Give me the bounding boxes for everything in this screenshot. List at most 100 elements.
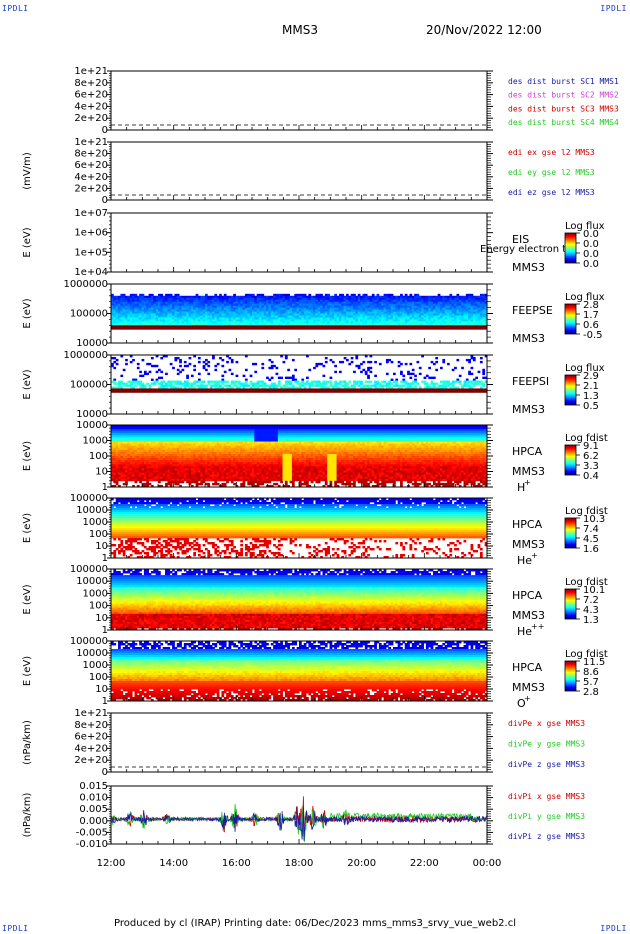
heatmap-cell	[301, 295, 305, 299]
heatmap-cell	[240, 305, 243, 308]
heatmap-cell	[268, 325, 272, 328]
heatmap-cell	[367, 376, 370, 379]
heatmap-cell	[423, 382, 427, 385]
heatmap-cell	[162, 305, 166, 308]
heatmap-cell	[132, 325, 135, 328]
heatmap-cell	[155, 311, 159, 314]
heatmap-cell	[183, 297, 187, 301]
heatmap-cell	[230, 303, 234, 307]
heatmap-cell	[338, 382, 342, 385]
heatmap-cell	[273, 297, 276, 301]
heatmap-cell	[207, 323, 211, 326]
heatmap-cell	[374, 327, 377, 330]
heatmap-cell	[115, 301, 119, 305]
heatmap-cell	[158, 309, 161, 312]
colorbar-scale	[564, 374, 577, 406]
heatmap-cell	[249, 297, 253, 301]
heatmap-cell	[299, 299, 302, 303]
heatmap-cell	[127, 297, 131, 301]
heatmap-cell	[240, 299, 243, 303]
heatmap-cell	[193, 325, 196, 328]
heatmap-cell	[414, 374, 417, 378]
heatmap-cell	[125, 309, 128, 312]
heatmap-cell	[179, 390, 182, 393]
heatmap-cell	[247, 307, 251, 310]
heatmap-cell	[291, 311, 295, 314]
heatmap-cell	[113, 356, 117, 360]
heatmap-cell	[113, 480, 117, 484]
heatmap-cell	[263, 315, 267, 318]
heatmap-cell	[282, 321, 286, 324]
y-tick-label: 1000000	[63, 350, 108, 361]
heatmap-cell	[409, 390, 413, 393]
heatmap-cell	[141, 327, 145, 330]
heatmap-cell	[216, 362, 220, 366]
heatmap-cell	[143, 319, 147, 322]
heatmap-cell	[167, 315, 171, 318]
colorbar-tick-label: -0.5	[583, 330, 603, 341]
heatmap-cell	[226, 297, 229, 301]
heatmap-cell	[181, 319, 185, 322]
heatmap-cell	[129, 307, 133, 310]
heatmap-cell	[242, 317, 246, 320]
heatmap-cell	[188, 325, 192, 328]
legend-entry: des dist burst SC2 MMS2	[508, 91, 619, 100]
heatmap-cell	[127, 313, 131, 316]
heatmap-cell	[202, 390, 206, 393]
heatmap-cell	[310, 307, 314, 310]
heatmap-cell	[395, 390, 399, 393]
heatmap-cell	[277, 327, 281, 330]
heatmap-cell	[435, 368, 439, 372]
heatmap-cell	[162, 299, 166, 303]
heatmap-cell	[160, 390, 164, 393]
heatmap-cell	[259, 307, 262, 310]
heatmap-cell	[150, 319, 154, 322]
heatmap-cell	[115, 327, 119, 330]
heatmap-cell	[259, 380, 262, 383]
heatmap-cell	[146, 295, 149, 299]
heatmap-cell	[237, 299, 241, 303]
heatmap-cell	[266, 313, 269, 316]
heatmap-cell	[254, 301, 258, 305]
heatmap-cell	[113, 319, 117, 322]
heatmap-cell	[233, 313, 236, 316]
heatmap-cell	[261, 315, 265, 318]
heatmap-cell	[284, 301, 288, 305]
heatmap-cell	[219, 301, 222, 305]
heatmap-cell	[411, 368, 415, 372]
heatmap-cell	[141, 390, 145, 393]
heatmap-cell	[174, 323, 178, 326]
heatmap-cell	[176, 390, 180, 393]
heatmap-cell	[482, 384, 486, 387]
heatmap-cell	[136, 313, 140, 316]
heatmap-cell	[153, 321, 157, 324]
heatmap-cell	[268, 315, 272, 318]
heatmap-cell	[284, 309, 288, 312]
heatmap-cell	[299, 293, 302, 297]
heatmap-cell	[256, 315, 260, 318]
heatmap-cell	[242, 303, 246, 307]
heatmap-cell	[468, 380, 471, 383]
heatmap-cell	[266, 327, 269, 330]
heatmap-cell	[299, 325, 302, 328]
heatmap-cell	[348, 327, 352, 330]
heatmap-cell	[183, 311, 187, 314]
heatmap-cell	[183, 390, 187, 393]
heatmap-cell	[228, 323, 232, 326]
heatmap-cell	[125, 323, 128, 326]
heatmap-cell	[139, 309, 142, 312]
heatmap-cell	[268, 313, 272, 316]
heatmap-cell	[223, 317, 227, 320]
heatmap-cell	[125, 295, 128, 299]
heatmap-cell	[169, 321, 173, 324]
heatmap-cell	[315, 319, 319, 322]
heatmap-cell	[244, 321, 248, 324]
heatmap-cell	[153, 297, 157, 301]
heatmap-cell	[230, 325, 234, 328]
heatmap-cell	[291, 358, 295, 362]
heatmap-cell	[143, 299, 147, 303]
heatmap-cell	[237, 303, 241, 307]
heatmap-cell	[237, 321, 241, 324]
heatmap-cell	[209, 305, 213, 308]
heatmap-cell	[153, 478, 157, 482]
